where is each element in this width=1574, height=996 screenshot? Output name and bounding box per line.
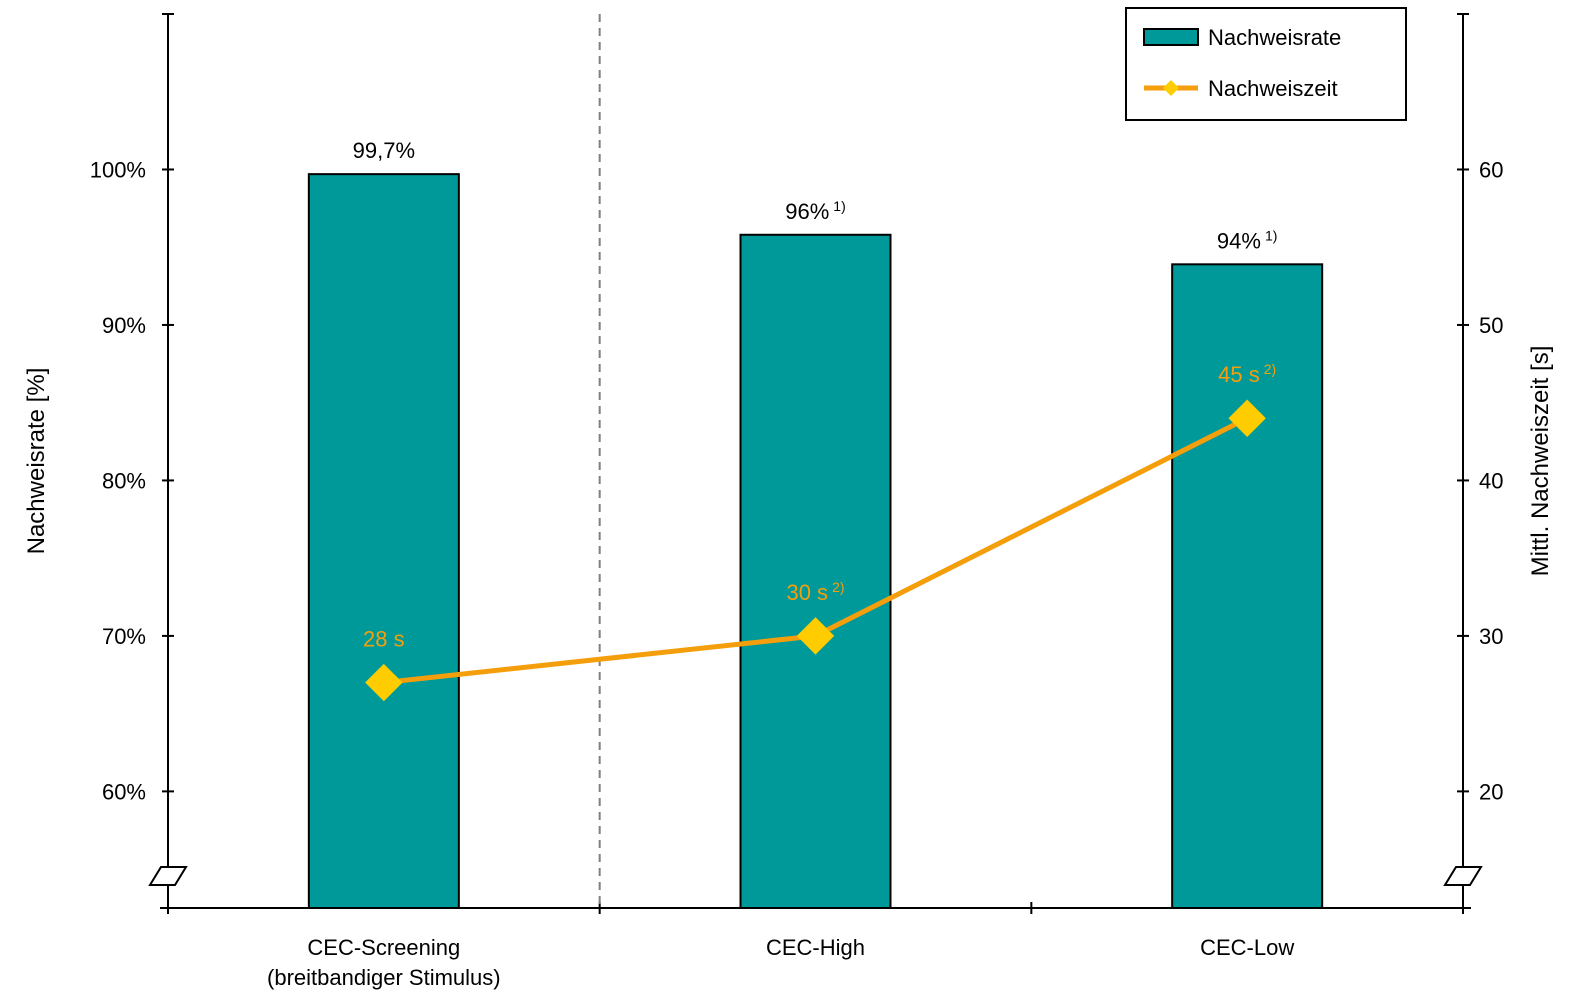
bar-value-label: 94% 1): [1217, 227, 1278, 253]
right-axis-tick-label: 50: [1479, 313, 1503, 338]
line-value-label: 45 s 2): [1218, 361, 1276, 387]
legend: Nachweisrate Nachweiszeit: [1125, 7, 1407, 121]
bar-value-footnote: 1): [1265, 227, 1277, 243]
labels-layer: 99,7%96% 1)94% 1)28 s30 s 2)45 s 2): [353, 138, 1278, 651]
left-axis-tick-label: 70%: [102, 624, 146, 649]
marker-nachweiszeit: [365, 663, 403, 702]
x-axis-category-line: (breitbandiger Stimulus): [267, 965, 501, 990]
line-value-label: 28 s: [363, 627, 405, 652]
legend-box: [1125, 7, 1407, 121]
x-axis-category-label: CEC-Low: [1200, 935, 1294, 960]
legend-marker-swatch: [1163, 80, 1179, 96]
x-axis-category-line: CEC-Screening: [307, 935, 460, 960]
bar-value-text: 94%: [1217, 228, 1261, 253]
line-value-text: 30 s: [786, 580, 828, 605]
line-value-label: 30 s 2): [786, 579, 844, 605]
x-axis-category-line: CEC-Low: [1200, 935, 1294, 960]
right-axis-tick-label: 60: [1479, 157, 1503, 182]
bar-value-label: 96% 1): [785, 198, 846, 224]
x-axis-category-line: CEC-High: [766, 935, 865, 960]
bar-nachweisrate: [739, 233, 892, 910]
line-value-text: 28 s: [363, 627, 405, 652]
left-axis-tick-label: 60%: [102, 779, 146, 804]
bar-value-footnote: 1): [833, 198, 845, 214]
legend-label-nachweiszeit: Nachweiszeit: [1208, 76, 1338, 101]
line-value-footnote: 2): [1264, 361, 1276, 377]
marker-nachweiszeit: [796, 617, 835, 655]
bar-nachweisrate: [307, 173, 460, 909]
bar-nachweisrate: [1171, 263, 1324, 909]
right-axis-break: [1443, 866, 1483, 886]
left-axis-tick-label: 90%: [102, 313, 146, 338]
left-axis-break: [148, 866, 188, 886]
line-layer: [365, 399, 1266, 702]
right-axis-tick-label: 20: [1479, 779, 1503, 804]
line-value-text: 45 s: [1218, 362, 1260, 387]
left-axis-tick-label: 80%: [102, 468, 146, 493]
legend-label-nachweisrate: Nachweisrate: [1208, 25, 1341, 50]
right-axis-tick-label: 40: [1479, 468, 1503, 493]
right-axis-tick-label: 30: [1479, 624, 1503, 649]
bar-value-label: 99,7%: [353, 138, 415, 163]
legend-bar-swatch: [1143, 28, 1199, 46]
left-axis-tick-label: 100%: [90, 157, 146, 182]
bar-value-text: 96%: [785, 199, 829, 224]
x-axis-category-label: CEC-High: [766, 935, 865, 960]
bars-layer: [307, 173, 1324, 910]
x-axis-category-label: CEC-Screening (breitbandiger Stimulus): [267, 935, 501, 990]
bar-value-text: 99,7%: [353, 138, 415, 163]
left-axis-title: Nachweisrate [%]: [23, 368, 50, 555]
marker-nachweiszeit: [1228, 399, 1266, 437]
right-axis-title: Mittl. Nachweiszeit [s]: [1527, 346, 1554, 577]
line-value-footnote: 2): [832, 579, 844, 595]
